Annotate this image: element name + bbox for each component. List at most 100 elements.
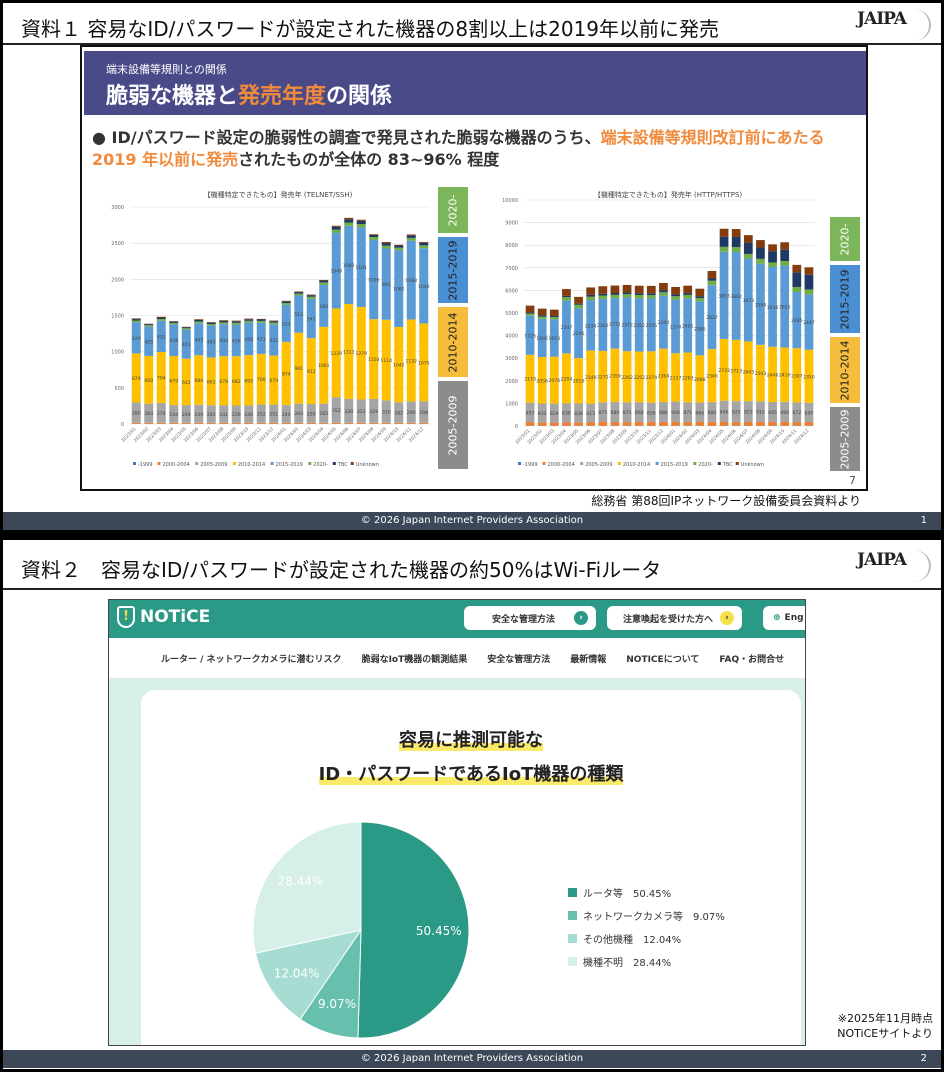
bar-segment-2015-2019	[610, 298, 620, 349]
bar-segment-TBC	[659, 290, 668, 293]
data-label: 242	[207, 412, 216, 418]
bar-segment-2005-2009	[683, 402, 693, 423]
bar-segment-2005-2009	[634, 402, 644, 423]
bar-segment-2020-	[394, 247, 404, 251]
nav-item[interactable]: 最新情報	[570, 654, 607, 665]
bar-segment-2000-2004	[131, 422, 141, 424]
bar-segment-2000-2004	[419, 422, 429, 424]
bar-segment-2020-	[231, 322, 241, 325]
bar-segment-2010-2014	[331, 308, 341, 398]
bar-segment-TBC	[574, 303, 583, 305]
bar-segment-2015-2019	[231, 324, 241, 357]
nav-item[interactable]: NOTICEについて	[626, 654, 700, 665]
nav-item[interactable]: FAQ・お問合せ	[719, 654, 785, 665]
bar-segment-2020-	[181, 328, 191, 330]
bar-segment-TBC	[683, 293, 693, 295]
data-label: 857	[526, 410, 535, 416]
data-label: 2349	[585, 375, 597, 381]
bar-segment-Unknown	[743, 235, 753, 243]
bar-segment-Unknown	[269, 320, 279, 322]
bar-segment-TBC	[537, 315, 547, 317]
data-label: 1101	[355, 265, 367, 271]
alert-recipient-button[interactable]: 注意喚起を受けた方へ ›	[607, 606, 742, 630]
bar-segment-2010-2014	[562, 353, 571, 404]
data-label: 2262	[621, 375, 633, 381]
bar-segment-2005-2009	[194, 404, 204, 423]
data-label: 252	[257, 412, 266, 418]
bar-segment-2020-	[256, 320, 266, 323]
bar-segment-2015-2019	[768, 266, 777, 347]
bar-segment-2015-2019	[574, 308, 583, 359]
bar-segment-2020-	[306, 296, 316, 299]
y-tick-label: 5000	[505, 311, 518, 317]
bar-segment-Unknown	[381, 242, 391, 244]
pie-legend-item: その他機種 12.04%	[568, 931, 681, 946]
bar-segment-2000-2004	[598, 422, 608, 426]
bar-segment-2020-	[281, 302, 291, 305]
pie-slice-2	[254, 929, 363, 1020]
site-nav: ルーター / ネットワークカメラに潜むリスク 脆弱なIoT機器の観測結果 安全な管理…	[109, 638, 805, 678]
bar-segment-2005-2009	[743, 401, 753, 423]
notice-logo[interactable]: ! NOTiCE	[117, 606, 210, 628]
data-label: 1695	[536, 336, 548, 342]
year-range-label: 2020-	[438, 187, 468, 233]
pie-legend-item: 機種不明 28.44%	[568, 954, 671, 969]
bar-segment-Unknown	[406, 234, 416, 236]
data-label: 431	[257, 336, 266, 342]
bar-segment-2005-2009	[206, 405, 216, 423]
bar-segment-2010-2014	[634, 351, 644, 403]
http-https-chart: 【機種特定できたもの】発売年 (HTTP/HTTPS) 0 1000 2000 3000…	[502, 190, 815, 468]
bar-segment-Unknown	[306, 294, 316, 296]
data-label: 2010	[573, 379, 585, 385]
nav-item[interactable]: ルーター / ネットワークカメラに潜むリスク	[161, 654, 342, 665]
bar-segment-2005-2009	[244, 405, 254, 423]
language-button[interactable]: ⊕ Eng	[763, 606, 805, 630]
bar-segment-2020-	[525, 313, 535, 316]
bar-segment-2000-2004	[586, 422, 596, 426]
legend-label: -1999	[138, 462, 153, 468]
data-label: 2364	[658, 373, 670, 379]
pie-slice-label: 9.07%	[318, 997, 356, 1011]
bar-segment-TBC	[743, 242, 753, 254]
year-range-label: 2005-2009	[830, 407, 860, 471]
bar-segment-2000-2004	[244, 422, 254, 424]
legend-label: Unknown	[356, 462, 379, 468]
bar-segment-TBC	[381, 243, 391, 246]
bar-segment-TBC	[206, 322, 216, 324]
data-label: 1075	[418, 360, 430, 366]
legend-swatch	[195, 462, 199, 465]
bar-segment-2010-2014	[804, 349, 814, 403]
data-label: 2302	[597, 323, 609, 329]
bar-segment-Unknown	[244, 318, 254, 320]
data-label: 244	[182, 412, 191, 418]
pie-legend-item: ルータ等 50.45%	[568, 885, 671, 900]
bar-segment-2000-2004	[671, 422, 680, 426]
data-label: 679	[169, 379, 178, 385]
legend-swatch	[332, 462, 336, 465]
legend-label: Unknown	[741, 462, 764, 468]
data-label: 3625	[779, 305, 791, 311]
bar-segment-2020-	[406, 237, 416, 241]
nav-item[interactable]: 安全な管理方法	[487, 654, 551, 665]
bar-segment-2020-	[131, 320, 141, 323]
bar-segment-2010-2014	[181, 358, 191, 406]
bar-segment-2000-2004	[269, 422, 279, 424]
data-label: 241	[219, 412, 228, 418]
data-label: 2446	[767, 372, 779, 378]
data-label: 682	[232, 379, 241, 385]
bar-segment-2005-2009	[156, 402, 166, 423]
safe-management-button[interactable]: 安全な管理方法 ›	[464, 606, 596, 630]
bar-segment-2000-2004	[194, 422, 204, 424]
bar-segment-2000-2004	[537, 422, 547, 426]
nav-item[interactable]: 脆弱なIoT機器の観測結果	[361, 654, 468, 665]
data-label: 1653	[548, 336, 560, 342]
bar-segment-2010-2014	[780, 347, 790, 402]
y-tick-label: 1500	[111, 314, 124, 320]
bar-segment-TBC	[598, 293, 608, 296]
bar-segment-2015-2019	[344, 225, 354, 305]
data-label: 856	[647, 410, 656, 416]
data-label: 684	[194, 378, 203, 384]
bar-segment-TBC	[131, 319, 141, 321]
data-label: 874	[282, 372, 291, 378]
data-label: 274	[157, 411, 166, 417]
